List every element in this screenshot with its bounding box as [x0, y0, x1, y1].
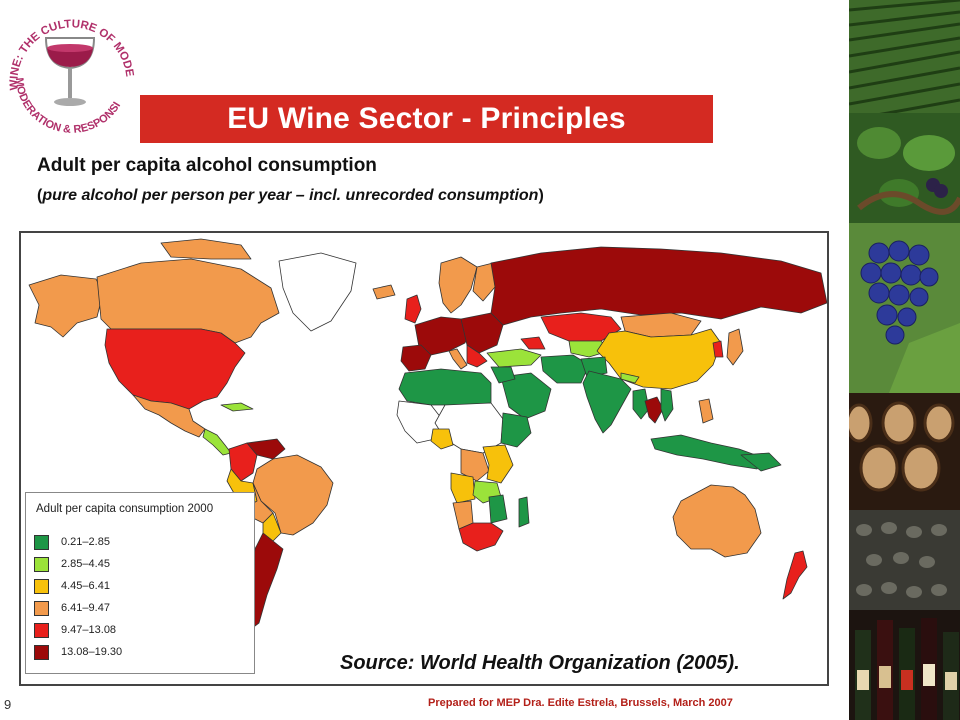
region-madagascar — [518, 496, 530, 528]
legend-label: 6.41–9.47 — [61, 602, 110, 614]
footer-credit: Prepared for MEP Dra. Edite Estrela, Bru… — [428, 697, 733, 709]
wine-barrels-photo — [849, 393, 960, 510]
blue-grapes-photo — [849, 223, 960, 393]
legend-item: 2.85–4.45 — [34, 555, 110, 573]
title-bar: EU Wine Sector - Principles — [140, 95, 713, 143]
region-iran — [540, 354, 590, 384]
legend-item: 0.21–2.85 — [34, 533, 110, 551]
legend-swatch — [34, 644, 49, 660]
region-thailand — [644, 396, 664, 424]
world-map: Adult per capita consumption 2000 0.21–2… — [19, 231, 829, 686]
region-mozambique — [488, 494, 508, 524]
region-south-africa — [458, 522, 504, 552]
region-levant — [490, 366, 516, 384]
region-korea — [712, 340, 724, 358]
region-myanmar — [632, 388, 650, 420]
legend-item: 13.08–19.30 — [34, 643, 122, 661]
region-china — [596, 328, 722, 390]
map-legend: Adult per capita consumption 2000 0.21–2… — [25, 492, 255, 674]
legend-item: 6.41–9.47 — [34, 599, 110, 617]
region-iceland — [372, 284, 396, 300]
legend-swatch — [34, 556, 49, 572]
legend-title: Adult per capita consumption 2000 — [36, 503, 214, 515]
region-usa — [104, 328, 246, 410]
legend-item: 9.47–13.08 — [34, 621, 116, 639]
legend-label: 13.08–19.30 — [61, 646, 123, 658]
region-north-africa — [398, 368, 492, 406]
map-heading: Adult per capita alcohol consumption — [37, 155, 377, 176]
region-turkey — [486, 348, 542, 368]
vineyard-rows-photo — [849, 0, 960, 113]
legend-label: 0.21–2.85 — [61, 536, 110, 548]
legend-label: 4.45–6.41 — [61, 580, 110, 592]
region-caucasus — [520, 336, 546, 350]
region-australia — [672, 484, 762, 558]
page-title: EU Wine Sector - Principles — [227, 102, 626, 135]
legend-swatch — [34, 578, 49, 594]
region-congo — [460, 448, 490, 482]
region-japan — [726, 328, 744, 366]
moderation-logo: WINE: THE CULTURE OF MODERATION MODERATI… — [2, 4, 135, 138]
legend-swatch — [34, 622, 49, 638]
region-indonesia — [650, 434, 762, 470]
region-central-america — [202, 428, 232, 456]
legend-label: 2.85–4.45 — [61, 558, 110, 570]
region-scandinavia — [438, 256, 478, 314]
region-afghanistan — [580, 356, 608, 378]
region-uk — [404, 294, 422, 324]
region-cuba — [220, 402, 254, 412]
subheading-close-paren: ) — [538, 187, 544, 204]
region-angola — [450, 472, 476, 504]
grapevine-photo — [849, 113, 960, 223]
region-mexico — [132, 394, 206, 438]
world-map-svg — [28, 238, 827, 630]
wine-bottles-photo — [849, 610, 960, 720]
region-balkans — [466, 344, 488, 368]
region-russia — [490, 246, 827, 326]
region-east-africa — [482, 444, 514, 484]
legend-item: 4.45–6.41 — [34, 577, 110, 595]
source-caption: Source: World Health Organization (2005)… — [340, 652, 740, 674]
region-philippines — [698, 398, 714, 424]
legend-label: 9.47–13.08 — [61, 624, 117, 636]
region-alaska — [28, 274, 104, 338]
slide-number: 9 — [4, 697, 12, 712]
wine-glass-icon — [44, 37, 96, 106]
map-subheading: (pure alcohol per person per year – incl… — [37, 187, 544, 205]
region-india — [582, 370, 632, 434]
region-nepal — [620, 372, 640, 384]
subheading-open-paren: ( — [37, 187, 43, 204]
region-venezuela — [246, 438, 286, 460]
region-iberia — [400, 344, 432, 372]
subheading-text: pure alcohol per person per year – incl.… — [42, 187, 539, 204]
region-nigeria — [430, 428, 454, 450]
region-canada-islands — [160, 238, 252, 260]
bottle-cellar-photo — [849, 510, 960, 610]
region-greenland — [278, 252, 357, 332]
region-vietnam — [660, 388, 674, 422]
region-new-zealand — [782, 550, 808, 600]
region-italy — [448, 348, 468, 370]
legend-swatch — [34, 534, 49, 550]
region-arabia — [500, 372, 552, 420]
region-finland — [472, 262, 496, 302]
region-horn-africa — [500, 412, 532, 448]
region-png — [740, 452, 782, 472]
legend-swatch — [34, 600, 49, 616]
